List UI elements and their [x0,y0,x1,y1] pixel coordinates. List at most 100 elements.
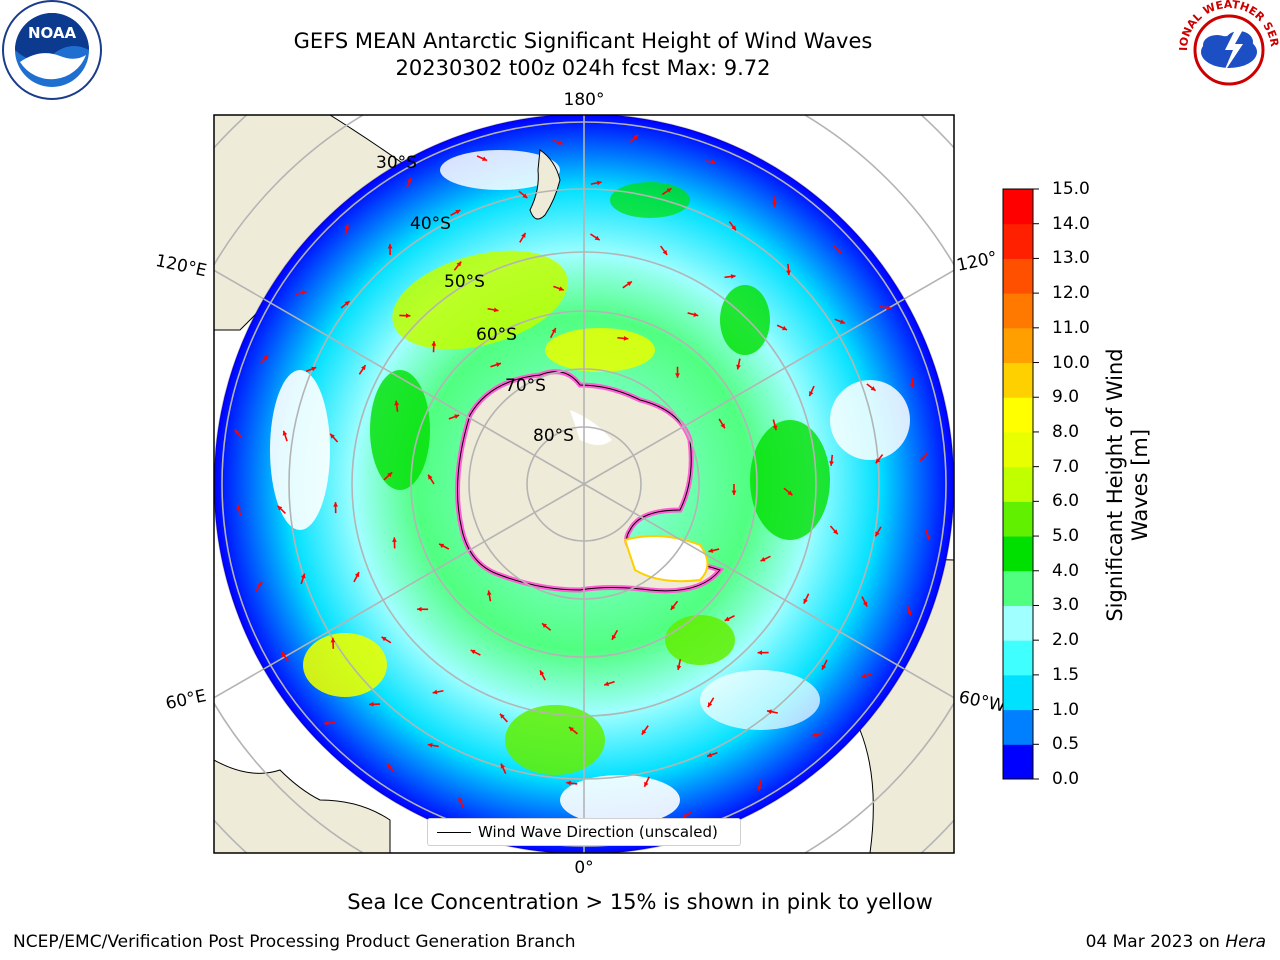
wave-arrow-head [666,188,672,193]
wave-arrow-head [455,210,461,215]
colorbar-segment [1003,397,1033,433]
wave-arrow-head [432,689,438,695]
wave-arrow-head [551,328,556,334]
wave-arrow-head [875,458,881,464]
wave-arrow-head [470,649,476,655]
wave-arrow-head [392,537,397,542]
wave-arrow-head [925,535,931,541]
wave-arrow-head [281,652,287,658]
wave-arrow-head [839,319,845,324]
wave-arrow-head [482,156,488,161]
colorbar-title: Significant Height of Wind Waves [m] [1103,335,1153,635]
colorbar-tick-label: 14.0 [1052,213,1090,234]
lon-label-left-upper: 120°E [154,251,209,281]
map-frame [213,114,955,854]
footer-date-text: 04 Mar 2023 on [1085,932,1226,952]
colorbar-title-line2: Waves [m] [1128,428,1152,542]
wave-arrow-head [257,581,263,587]
colorbar-segment [1003,466,1033,502]
lon-label-right-lower: 60°W [957,687,1007,716]
wave-arrow-head [568,726,574,732]
colorbar-tick-label: 13.0 [1052,248,1090,269]
wave-arrow-head [431,341,437,346]
map-legend: Wind Wave Direction (unscaled) [427,818,741,846]
wave-arrow-head [862,601,868,607]
wave-arrow-head [381,636,387,642]
lat-label-60s: 60°S [476,325,517,345]
wave-arrow-head [417,606,422,612]
chart-title: GEFS MEAN Antarctic Significant Height o… [293,29,873,53]
colorbar-tick-label: 1.0 [1052,699,1080,720]
colorbar-tick-label: 3.0 [1052,595,1080,616]
wave-arrow-head [730,274,736,279]
wave-arrow-head [558,140,564,145]
colorbar-segment [1003,570,1033,606]
wave-arrow-head [707,752,712,758]
wave-arrow-head [493,307,499,313]
wave-arrow-head [875,531,880,537]
lon-label-right-upper: 120° [955,248,999,276]
wave-arrow-head [236,504,242,510]
wave-arrow-head [277,505,283,511]
wave-arrow-head [387,763,392,769]
wave-arrow-head [757,785,763,791]
wave-arrow-head [641,729,647,735]
wave-arrow-head [662,249,668,255]
chart-subtitle: 20230302 t00z 024h fcst Max: 9.72 [395,56,771,80]
wave-arrow-head [594,235,600,241]
lat-label-70s: 70°S [505,376,546,396]
colorbar-segment [1003,674,1033,711]
lat-label-50s: 50°S [444,272,485,292]
wave-arrow-head [633,134,639,140]
colorbar-segment [1003,744,1033,780]
wave-arrow-head [486,590,492,596]
sea-ice-caption: Sea Ice Concentration > 15% is shown in … [347,890,933,914]
colorbar-segment [1003,709,1033,745]
noaa-logo: NOAA [2,0,102,100]
wave-arrow-head [344,224,350,229]
wave-arrow-head [707,702,713,708]
wave-arrow-head [757,650,763,656]
colorbar-tick-label: 1.5 [1052,664,1080,685]
wave-arrow-head [693,312,699,317]
wave-arrow-head [711,159,716,165]
wave-arrow-head [909,383,915,389]
wave-arrow-head [682,814,688,819]
wave-arrow-head [500,763,506,769]
colorbar-tick-label: 5.0 [1052,526,1080,547]
wave-arrow-head [821,664,827,670]
lat-label-40s: 40°S [410,214,451,234]
wave-arrow-head [736,364,741,370]
legend-label: Wind Wave Direction (unscaled) [478,823,718,841]
wave-arrow-head [767,709,772,715]
wave-arrow-head [405,313,411,319]
wave-arrow-head [499,713,505,719]
colorbar-tick-label: 0.0 [1052,769,1080,789]
colorbar-segment [1003,431,1033,468]
wave-arrow-head [458,797,463,802]
wave-arrow-head [428,474,433,480]
colorbar-tick-label: 6.0 [1052,491,1080,512]
wave-arrow-head [301,290,307,296]
lat-label-80s: 80°S [533,426,574,446]
wave-arrow-head [439,543,445,549]
footer-credit: NCEP/EMC/Verification Post Processing Pr… [13,932,576,952]
wave-arrow-head [596,180,602,186]
wave-arrow-head [604,681,610,686]
colorbar-tick-label: 12.0 [1052,283,1090,304]
wave-arrow-head [454,414,460,419]
wave-arrow-head [676,665,682,671]
wave-arrow-head [354,572,360,578]
wave-arrow-head [344,301,350,306]
wave-arrow-head [644,781,649,787]
colorbar-segment [1003,223,1033,259]
wave-arrow-head [731,490,737,495]
lat-label-30s: 30°S [376,153,417,173]
colorbar-segment [1003,258,1033,294]
wave-arrow-head [387,472,393,478]
colorbar-tick-label: 2.0 [1052,630,1080,651]
wave-arrow-head [361,365,366,371]
nws-logo: NATIONAL WEATHER SERVICE [1177,0,1280,99]
footer-host: Hera [1225,932,1266,952]
wave-arrow-head [833,529,838,535]
